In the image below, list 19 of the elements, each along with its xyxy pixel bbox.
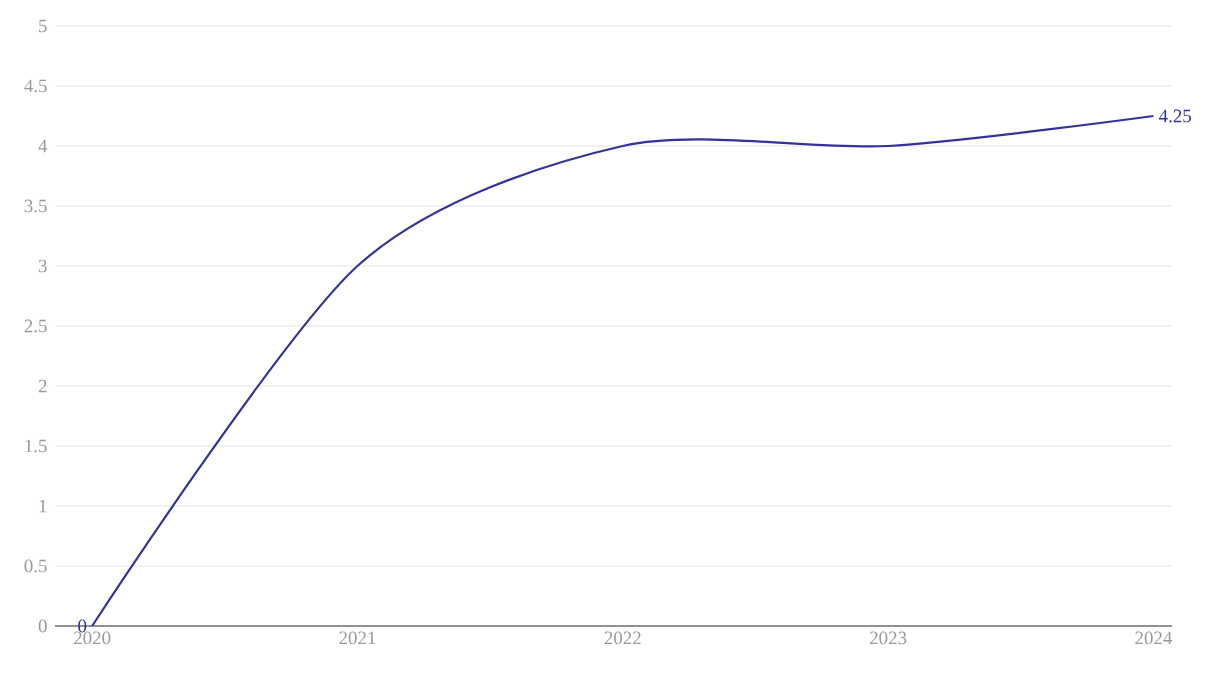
y-tick-label: 5 bbox=[39, 19, 47, 33]
y-tick-label: 3 bbox=[38, 259, 47, 273]
x-tick-label: 2020 bbox=[74, 631, 111, 645]
y-tick-label: 0.5 bbox=[24, 559, 47, 573]
x-tick-label: 2021 bbox=[339, 631, 376, 645]
data-label: 0 bbox=[78, 619, 87, 633]
x-tick-label: 2023 bbox=[870, 631, 907, 645]
y-tick-label: 4 bbox=[38, 139, 48, 153]
x-tick-label: 2022 bbox=[604, 631, 641, 645]
y-tick-label: 0 bbox=[38, 619, 47, 633]
y-tick-label: 3.5 bbox=[24, 199, 47, 213]
y-tick-label: 2.5 bbox=[24, 319, 47, 333]
y-tick-label: 4.5 bbox=[24, 79, 47, 93]
y-tick-label: 2 bbox=[38, 379, 47, 393]
x-tick-label: 2024 bbox=[1135, 631, 1173, 645]
y-tick-label: 1.5 bbox=[25, 439, 47, 453]
data-label: 4.25 bbox=[1158, 109, 1191, 123]
line-series bbox=[91, 114, 1155, 628]
y-tick-label: 1 bbox=[39, 499, 47, 513]
